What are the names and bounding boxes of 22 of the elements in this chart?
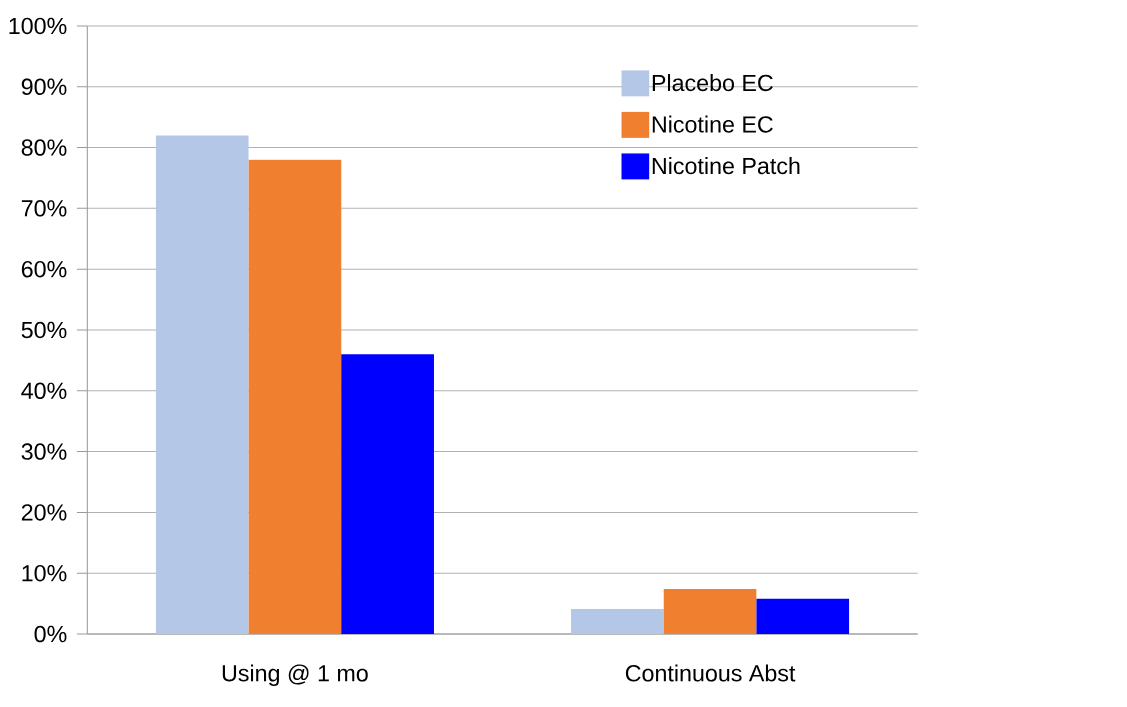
y-tick-label: 90% xyxy=(21,78,67,96)
legend-label: Nicotine Patch xyxy=(652,157,800,175)
bar xyxy=(248,159,342,635)
bar xyxy=(571,609,664,635)
y-tick-label: 60% xyxy=(21,261,67,278)
bar xyxy=(663,589,757,635)
y-tick-label: 80% xyxy=(21,139,67,156)
x-tick-label: Continuous Abst xyxy=(625,664,796,682)
bar xyxy=(756,598,850,635)
y-tick-label: 100% xyxy=(9,17,67,35)
y-tick-label: 70% xyxy=(21,200,67,217)
bar xyxy=(155,135,249,635)
y-tick-label: 20% xyxy=(21,504,67,521)
y-tick-label: 30% xyxy=(21,443,67,460)
x-tick-label: Using @ 1 mo xyxy=(222,664,368,687)
y-tick-label: 50% xyxy=(21,321,67,339)
y-tick-label: 10% xyxy=(22,565,67,582)
legend-label: Nicotine EC xyxy=(652,115,773,133)
y-tick-label: 0% xyxy=(34,625,67,643)
y-tick-label: 40% xyxy=(21,382,67,400)
bar xyxy=(341,354,434,635)
legend-label: Placebo EC xyxy=(652,74,773,92)
